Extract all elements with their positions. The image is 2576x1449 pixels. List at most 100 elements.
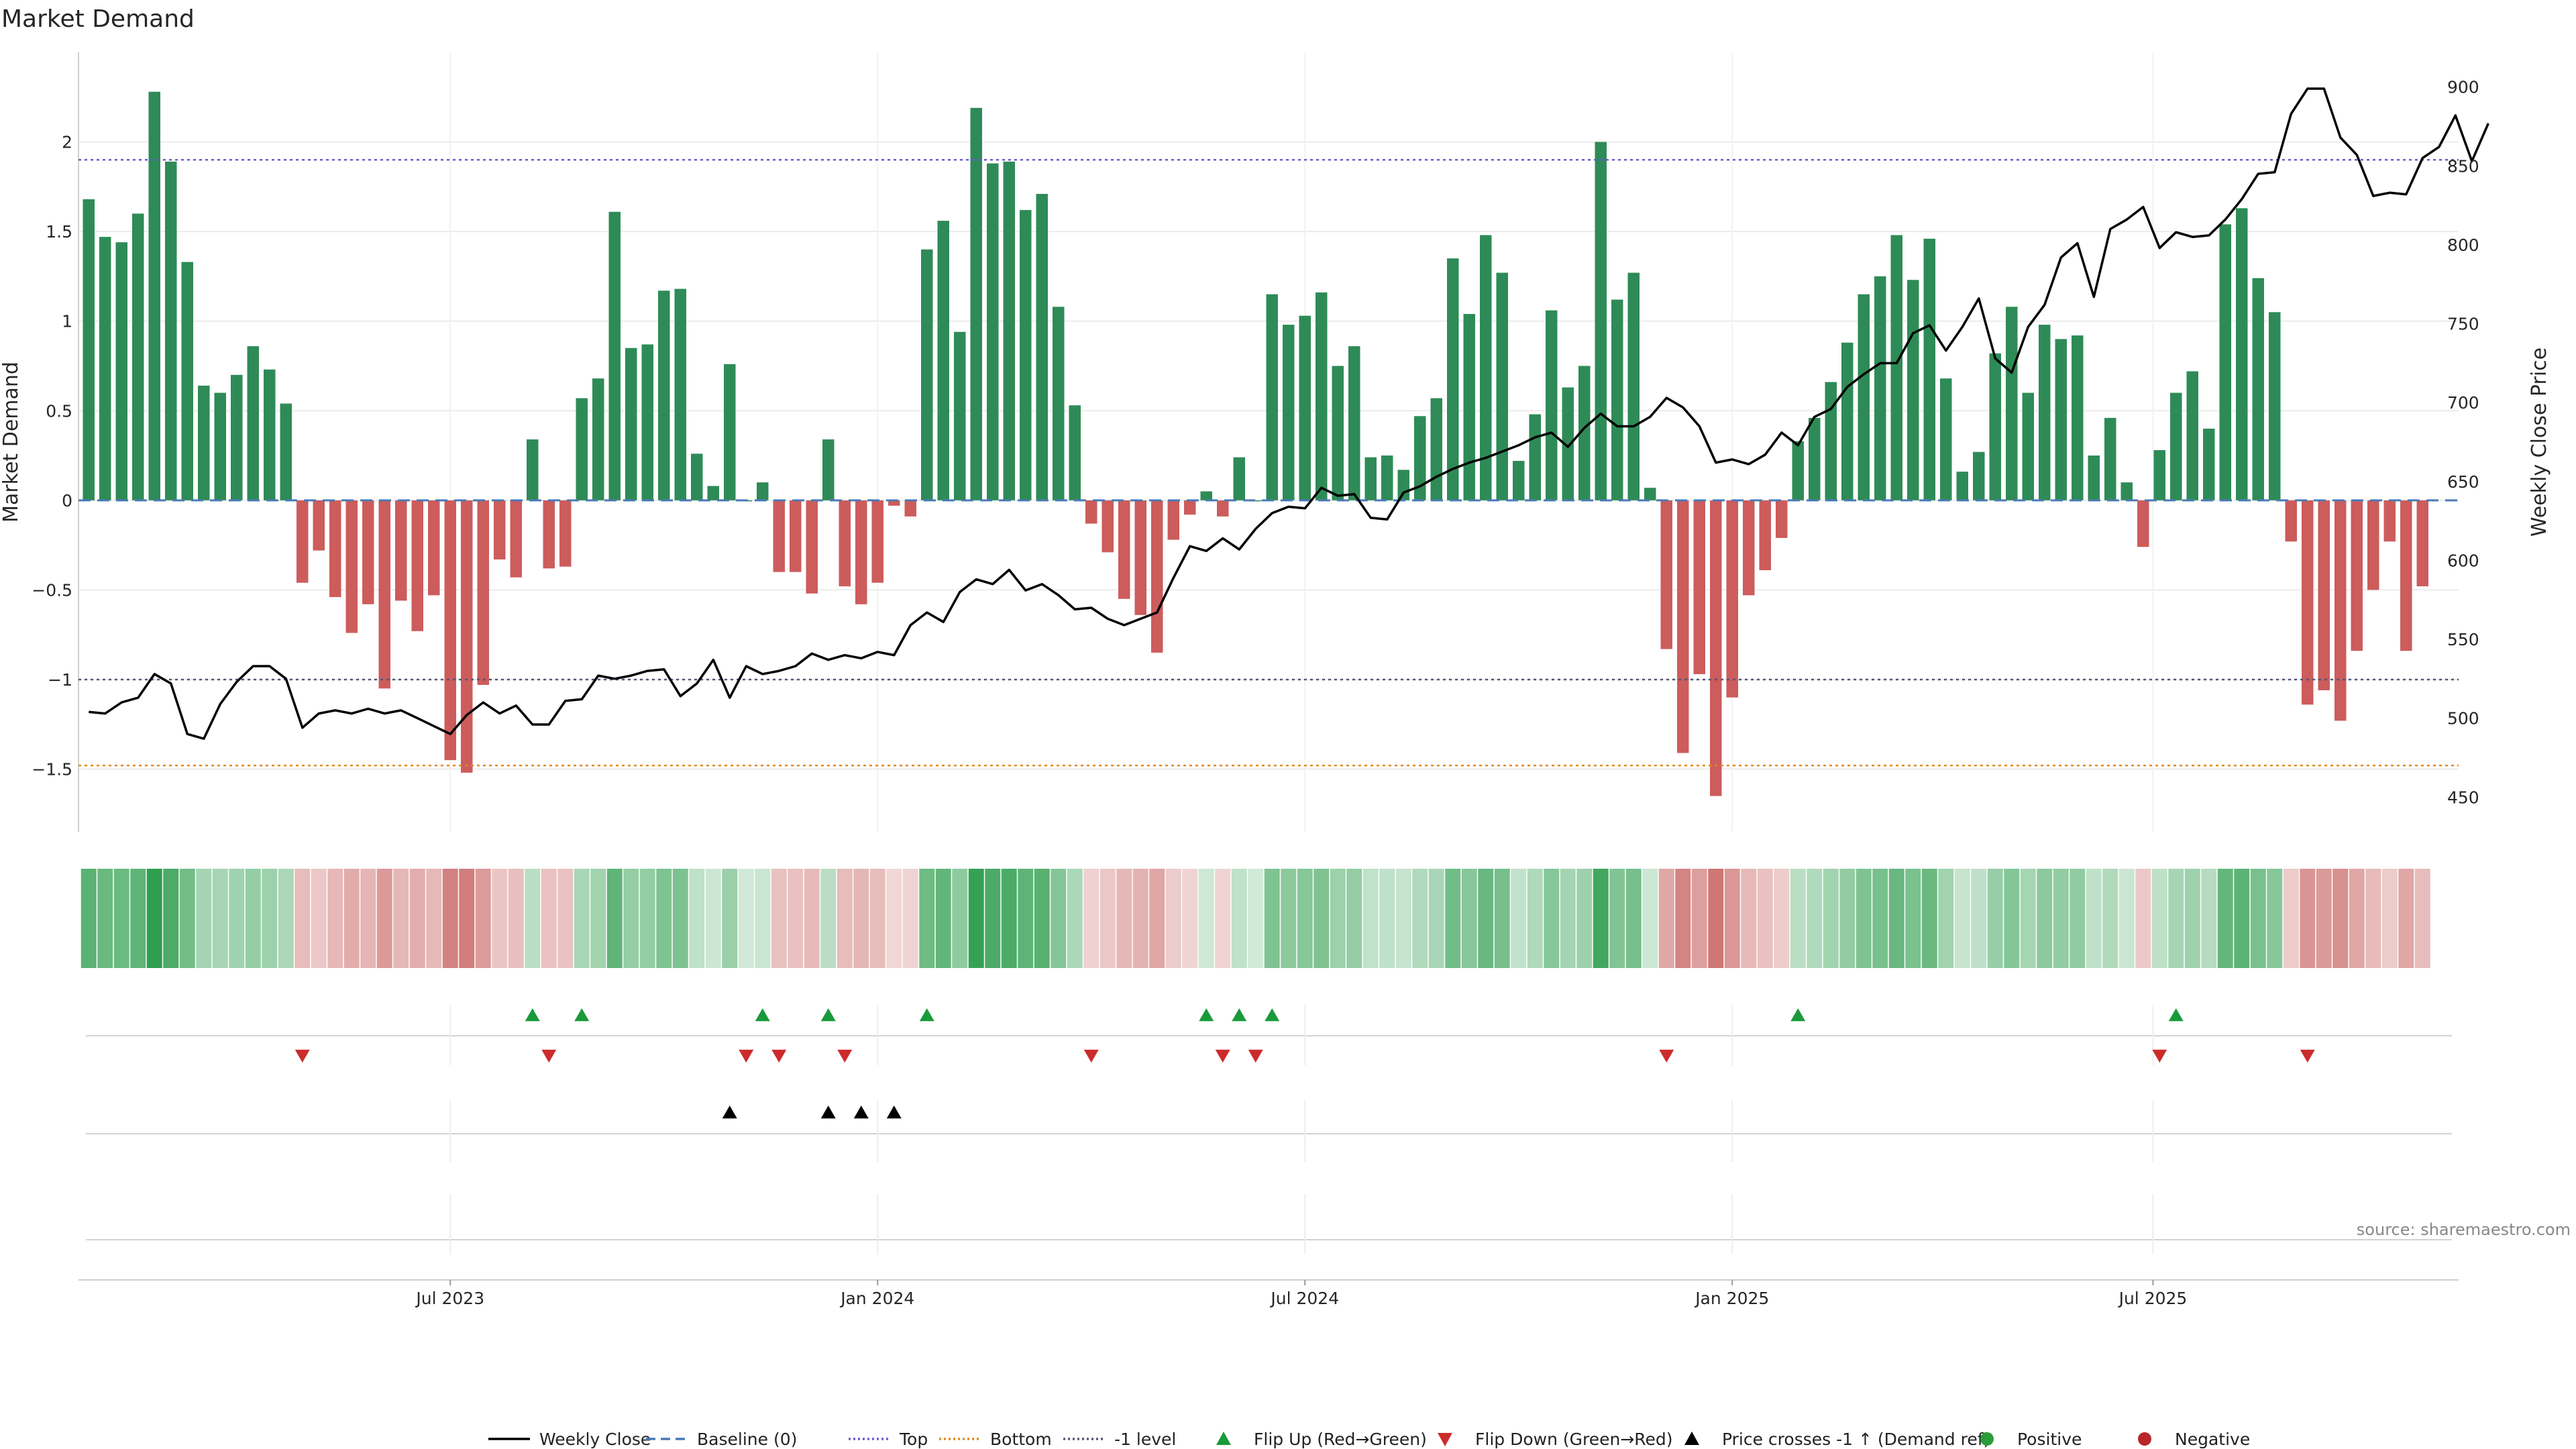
strip-cell <box>869 869 885 968</box>
strip-cell <box>1051 869 1067 968</box>
strip-cell <box>2250 869 2266 968</box>
demand-bar <box>1184 500 1196 515</box>
strip-cell <box>1888 869 1904 968</box>
strip-cell <box>574 869 590 968</box>
strip-cell <box>985 869 1001 968</box>
strip-cell <box>902 869 918 968</box>
strip-cell <box>1248 869 1264 968</box>
demand-bar <box>264 369 276 500</box>
legend-label: Flip Down (Green→Red) <box>1475 1430 1673 1449</box>
demand-bar <box>1217 500 1229 517</box>
strip-cell <box>1675 869 1691 968</box>
strip-cell <box>442 869 458 968</box>
legend-swatch <box>1438 1433 1452 1446</box>
demand-bar <box>1151 500 1163 653</box>
legend-item: Negative <box>2138 1430 2250 1449</box>
demand-bar <box>1874 276 1886 500</box>
strip-cell <box>886 869 902 968</box>
legend: Weekly Close Baseline (0) Top Bottom -1 leve… <box>488 1430 2250 1449</box>
demand-bar <box>1726 500 1738 698</box>
legend-swatch <box>1980 1432 1994 1446</box>
strip-cell <box>1708 869 1724 968</box>
x-tick-label: Jul 2025 <box>2118 1289 2188 1308</box>
strip-cell <box>623 869 639 968</box>
demand-bar <box>132 213 144 500</box>
y-right-axis-label: Weekly Close Price <box>2528 347 2551 537</box>
strip-cell <box>229 869 245 968</box>
strip-cell <box>212 869 228 968</box>
strip-cell <box>2020 869 2036 968</box>
demand-bar <box>1595 142 1607 500</box>
demand-bar <box>2252 278 2264 500</box>
demand-bar <box>921 249 933 500</box>
demand-bar <box>707 486 719 500</box>
legend-item: Price crosses -1 ↑ (Demand ref) <box>1684 1430 1990 1449</box>
flip-up-marker <box>1232 1008 1247 1022</box>
demand-bar <box>790 500 802 572</box>
legend-label: Positive <box>2017 1430 2082 1449</box>
demand-bar <box>2022 392 2034 500</box>
demand-bar <box>1200 491 1212 500</box>
demand-bar <box>297 500 309 583</box>
strip-cell <box>672 869 688 968</box>
demand-bar <box>313 500 325 551</box>
strip-cell <box>2201 869 2217 968</box>
demand-bar <box>1776 500 1788 538</box>
strip-cell <box>1083 869 1099 968</box>
strip-cell <box>113 869 129 968</box>
demand-bar <box>2039 325 2051 500</box>
strip-cell <box>2184 869 2200 968</box>
strip-cell <box>2267 869 2283 968</box>
strip-cell <box>196 869 212 968</box>
flip-up-marker <box>1199 1008 1214 1022</box>
flip-up-marker <box>1265 1008 1280 1022</box>
strip-cell <box>1872 869 1888 968</box>
flip-up-marker <box>1790 1008 1806 1022</box>
x-tick-label: Jan 2024 <box>839 1289 914 1308</box>
y-left-tick-label: 1 <box>62 312 72 331</box>
demand-bar <box>1792 441 1804 500</box>
y-left-tick-label: 1.5 <box>46 222 72 241</box>
demand-bar <box>658 290 670 500</box>
demand-bar <box>1693 500 1705 674</box>
legend-label: Price crosses -1 ↑ (Demand ref) <box>1722 1430 1990 1449</box>
demand-bar <box>1710 500 1722 796</box>
flip-down-marker <box>1083 1049 1099 1063</box>
demand-bar <box>2302 500 2314 705</box>
strip-cell <box>2135 869 2151 968</box>
demand-bar <box>1036 194 1048 500</box>
strip-cell <box>2316 869 2332 968</box>
demand-bar <box>2006 307 2018 500</box>
demand-bar <box>1053 307 1065 500</box>
strip-cell <box>935 869 951 968</box>
strip-cell <box>1231 869 1247 968</box>
demand-bar <box>1316 292 1328 500</box>
strip-cell <box>2004 869 2020 968</box>
strip-cell <box>1823 869 1839 968</box>
strip-cell <box>590 869 606 968</box>
strip-cell <box>1067 869 1083 968</box>
demand-bar <box>2285 500 2297 542</box>
demand-bar <box>461 500 473 773</box>
strip-cell <box>2053 869 2069 968</box>
demand-bar <box>99 237 111 500</box>
demand-bar <box>1348 346 1360 500</box>
strip-cell <box>1954 869 1970 968</box>
strip-cell <box>1412 869 1428 968</box>
strip-cell <box>919 869 935 968</box>
strip-cell <box>820 869 837 968</box>
strip-cell <box>1198 869 1214 968</box>
strip-cell <box>2283 869 2299 968</box>
strip-cell <box>1544 869 1560 968</box>
demand-bar <box>625 347 637 500</box>
demand-bar <box>592 378 604 500</box>
strip-cell <box>1987 869 2003 968</box>
demand-bar <box>280 403 292 500</box>
strip-cell <box>689 869 705 968</box>
demand-bar <box>2269 312 2281 500</box>
y-left-tick-label: −0.5 <box>32 580 72 600</box>
strip-cell <box>508 869 524 968</box>
strip-cell <box>1379 869 1395 968</box>
strip-cell <box>1395 869 1411 968</box>
demand-bar <box>247 346 259 500</box>
